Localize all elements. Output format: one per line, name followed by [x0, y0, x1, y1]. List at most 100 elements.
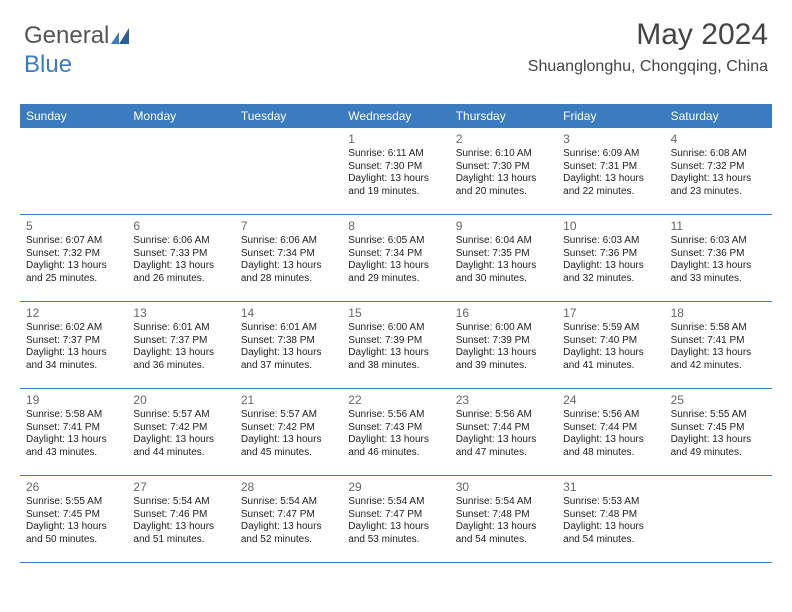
daylight-line: Daylight: 13 hours and 54 minutes.: [563, 521, 658, 546]
sunrise-line: Sunrise: 5:56 AM: [456, 409, 551, 422]
daylight-line: Daylight: 13 hours and 51 minutes.: [133, 521, 228, 546]
day-number: 9: [456, 219, 551, 233]
sunrise-line: Sunrise: 5:58 AM: [26, 409, 121, 422]
weeks-container: 1Sunrise: 6:11 AMSunset: 7:30 PMDaylight…: [20, 128, 772, 563]
day-cell: 11Sunrise: 6:03 AMSunset: 7:36 PMDayligh…: [665, 215, 772, 301]
sunset-line: Sunset: 7:40 PM: [563, 335, 658, 348]
sunset-line: Sunset: 7:41 PM: [671, 335, 766, 348]
sunrise-line: Sunrise: 5:54 AM: [133, 496, 228, 509]
sunset-line: Sunset: 7:37 PM: [133, 335, 228, 348]
daylight-line: Daylight: 13 hours and 52 minutes.: [241, 521, 336, 546]
daylight-line: Daylight: 13 hours and 38 minutes.: [348, 347, 443, 372]
day-cell: 31Sunrise: 5:53 AMSunset: 7:48 PMDayligh…: [557, 476, 664, 562]
sunset-line: Sunset: 7:42 PM: [241, 422, 336, 435]
day-number: 20: [133, 393, 228, 407]
day-cell: 30Sunrise: 5:54 AMSunset: 7:48 PMDayligh…: [450, 476, 557, 562]
sunset-line: Sunset: 7:33 PM: [133, 248, 228, 261]
day-cell: 12Sunrise: 6:02 AMSunset: 7:37 PMDayligh…: [20, 302, 127, 388]
logo-icon: [111, 23, 131, 51]
day-number: 4: [671, 132, 766, 146]
sunset-line: Sunset: 7:43 PM: [348, 422, 443, 435]
day-cell: 21Sunrise: 5:57 AMSunset: 7:42 PMDayligh…: [235, 389, 342, 475]
day-cell: 7Sunrise: 6:06 AMSunset: 7:34 PMDaylight…: [235, 215, 342, 301]
day-number: 27: [133, 480, 228, 494]
day-header: Tuesday: [235, 104, 342, 128]
day-number: 15: [348, 306, 443, 320]
sunset-line: Sunset: 7:37 PM: [26, 335, 121, 348]
location: Shuanglonghu, Chongqing, China: [528, 58, 768, 76]
logo-text-1: General: [24, 22, 109, 49]
daylight-line: Daylight: 13 hours and 37 minutes.: [241, 347, 336, 372]
day-cell: 25Sunrise: 5:55 AMSunset: 7:45 PMDayligh…: [665, 389, 772, 475]
day-number: 19: [26, 393, 121, 407]
calendar: SundayMondayTuesdayWednesdayThursdayFrid…: [20, 104, 772, 563]
day-cell: 28Sunrise: 5:54 AMSunset: 7:47 PMDayligh…: [235, 476, 342, 562]
sunset-line: Sunset: 7:42 PM: [133, 422, 228, 435]
week-row: 19Sunrise: 5:58 AMSunset: 7:41 PMDayligh…: [20, 389, 772, 476]
sunrise-line: Sunrise: 6:10 AM: [456, 148, 551, 161]
day-header: Friday: [557, 104, 664, 128]
day-cell: 24Sunrise: 5:56 AMSunset: 7:44 PMDayligh…: [557, 389, 664, 475]
day-header: Saturday: [665, 104, 772, 128]
sunrise-line: Sunrise: 5:55 AM: [26, 496, 121, 509]
daylight-line: Daylight: 13 hours and 23 minutes.: [671, 173, 766, 198]
sunrise-line: Sunrise: 6:06 AM: [133, 235, 228, 248]
sunset-line: Sunset: 7:47 PM: [348, 509, 443, 522]
day-cell: 9Sunrise: 6:04 AMSunset: 7:35 PMDaylight…: [450, 215, 557, 301]
day-number: 22: [348, 393, 443, 407]
day-number: 8: [348, 219, 443, 233]
daylight-line: Daylight: 13 hours and 29 minutes.: [348, 260, 443, 285]
daylight-line: Daylight: 13 hours and 26 minutes.: [133, 260, 228, 285]
sunrise-line: Sunrise: 6:01 AM: [133, 322, 228, 335]
daylight-line: Daylight: 13 hours and 54 minutes.: [456, 521, 551, 546]
sunrise-line: Sunrise: 6:08 AM: [671, 148, 766, 161]
day-number: 17: [563, 306, 658, 320]
day-cell: 23Sunrise: 5:56 AMSunset: 7:44 PMDayligh…: [450, 389, 557, 475]
sunrise-line: Sunrise: 5:54 AM: [456, 496, 551, 509]
day-number: 7: [241, 219, 336, 233]
daylight-line: Daylight: 13 hours and 43 minutes.: [26, 434, 121, 459]
day-cell: 3Sunrise: 6:09 AMSunset: 7:31 PMDaylight…: [557, 128, 664, 214]
sunset-line: Sunset: 7:36 PM: [563, 248, 658, 261]
day-number: 3: [563, 132, 658, 146]
day-cell: 6 Sunrise: 6:06 AMSunset: 7:33 PMDaylight…: [127, 215, 234, 301]
day-header-row: SundayMondayTuesdayWednesdayThursdayFrid…: [20, 104, 772, 128]
sunset-line: Sunset: 7:48 PM: [563, 509, 658, 522]
sunrise-line: Sunrise: 5:53 AM: [563, 496, 658, 509]
sunrise-line: Sunrise: 5:54 AM: [348, 496, 443, 509]
sunset-line: Sunset: 7:44 PM: [456, 422, 551, 435]
sunset-line: Sunset: 7:32 PM: [671, 161, 766, 174]
daylight-line: Daylight: 13 hours and 44 minutes.: [133, 434, 228, 459]
daylight-line: Daylight: 13 hours and 30 minutes.: [456, 260, 551, 285]
day-header: Thursday: [450, 104, 557, 128]
daylight-line: Daylight: 13 hours and 36 minutes.: [133, 347, 228, 372]
sunset-line: Sunset: 7:30 PM: [348, 161, 443, 174]
day-number: 13: [133, 306, 228, 320]
day-number: 6: [133, 219, 228, 233]
day-number: 2: [456, 132, 551, 146]
daylight-line: Daylight: 13 hours and 49 minutes.: [671, 434, 766, 459]
daylight-line: Daylight: 13 hours and 33 minutes.: [671, 260, 766, 285]
day-number: 5: [26, 219, 121, 233]
daylight-line: Daylight: 13 hours and 28 minutes.: [241, 260, 336, 285]
empty-cell: [127, 128, 234, 214]
day-number: 26: [26, 480, 121, 494]
sunrise-line: Sunrise: 6:07 AM: [26, 235, 121, 248]
day-number: 16: [456, 306, 551, 320]
logo: GeneralBlue: [24, 22, 131, 79]
day-cell: 15Sunrise: 6:00 AMSunset: 7:39 PMDayligh…: [342, 302, 449, 388]
sunset-line: Sunset: 7:35 PM: [456, 248, 551, 261]
sunrise-line: Sunrise: 5:58 AM: [671, 322, 766, 335]
sunset-line: Sunset: 7:48 PM: [456, 509, 551, 522]
day-cell: 26Sunrise: 5:55 AMSunset: 7:45 PMDayligh…: [20, 476, 127, 562]
day-cell: 27Sunrise: 5:54 AMSunset: 7:46 PMDayligh…: [127, 476, 234, 562]
daylight-line: Daylight: 13 hours and 42 minutes.: [671, 347, 766, 372]
empty-cell: [235, 128, 342, 214]
day-number: 18: [671, 306, 766, 320]
day-cell: 2Sunrise: 6:10 AMSunset: 7:30 PMDaylight…: [450, 128, 557, 214]
sunset-line: Sunset: 7:38 PM: [241, 335, 336, 348]
daylight-line: Daylight: 13 hours and 20 minutes.: [456, 173, 551, 198]
sunset-line: Sunset: 7:31 PM: [563, 161, 658, 174]
logo-text-2: Blue: [24, 51, 72, 78]
sunrise-line: Sunrise: 5:59 AM: [563, 322, 658, 335]
